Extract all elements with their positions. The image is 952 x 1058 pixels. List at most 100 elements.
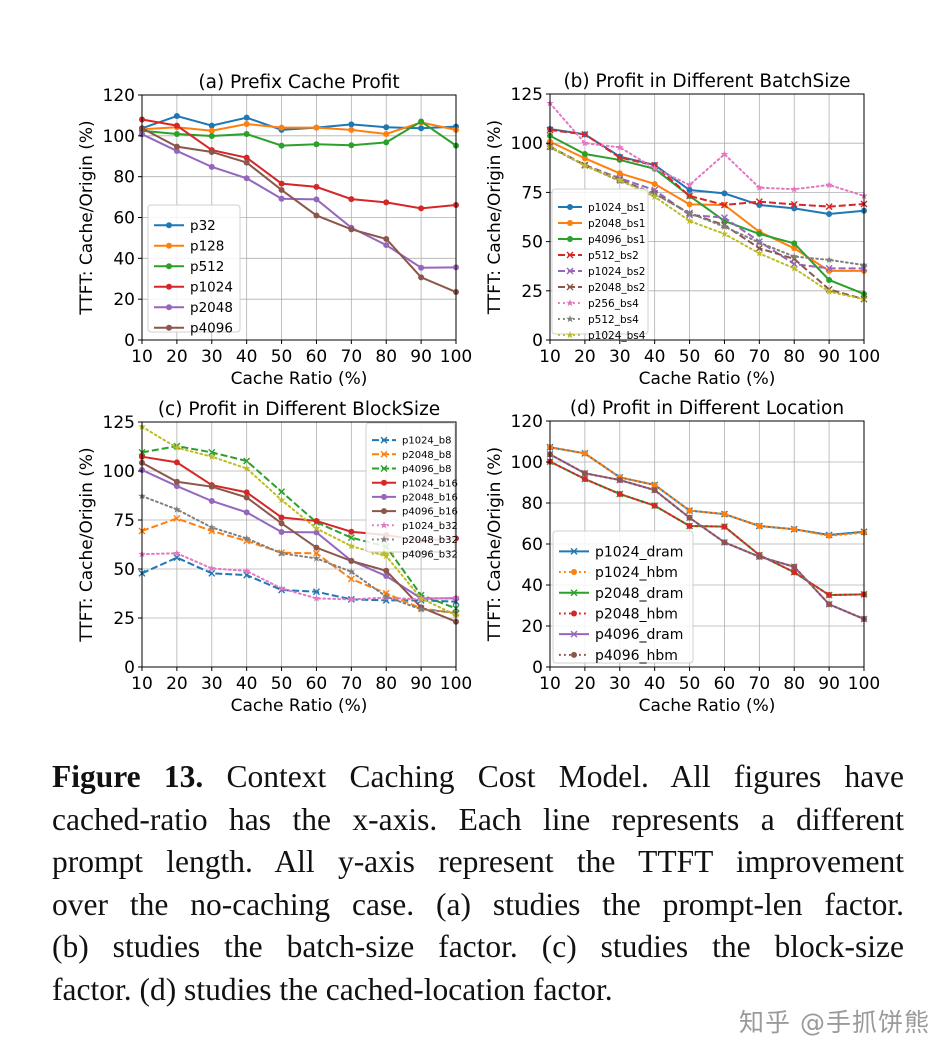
legend-entry: p1024_b16 [372, 478, 458, 489]
data-point [650, 192, 659, 200]
data-point [651, 481, 658, 488]
legend-label: p2048_dram [595, 586, 683, 602]
legend-label: p2048_b8 [402, 450, 452, 461]
y-tick-label: 80 [113, 168, 135, 188]
x-tick-label: 20 [574, 674, 596, 694]
data-point [173, 147, 180, 154]
legend: p32 p128 p512 p1024 p2048 p4096 [147, 204, 241, 337]
legend-marker [380, 465, 388, 472]
legend-marker [567, 220, 573, 226]
legend-entry: p1024_b32 [372, 521, 458, 532]
data-point [243, 159, 250, 166]
data-point [383, 199, 390, 206]
legend-marker [566, 299, 574, 307]
legend-entry: p2048_b16 [372, 493, 458, 504]
legend-entry: p4096_hbm [559, 648, 678, 664]
chart-title: (c) Profit in Different BlockSize [158, 399, 440, 420]
x-tick-label: 60 [306, 674, 328, 694]
data-point [243, 457, 251, 465]
data-point [312, 594, 321, 602]
data-point [756, 230, 763, 237]
x-tick-label: 50 [271, 347, 293, 367]
data-point [208, 497, 215, 504]
plot-frame [141, 421, 457, 668]
y-tick-label: 75 [521, 183, 543, 203]
legend-label: p32 [190, 218, 216, 234]
data-point [313, 529, 320, 536]
data-point [721, 523, 728, 530]
data-point [312, 588, 320, 596]
figure-caption: Figure 13. Context Caching Cost Model. A… [52, 756, 904, 1012]
data-point [383, 567, 390, 574]
series-line [549, 453, 865, 621]
data-point [243, 154, 250, 161]
legend-entry: p1024_b8 [372, 436, 452, 447]
y-tick-label: 50 [521, 233, 543, 253]
x-tick-label: 30 [201, 674, 223, 694]
data-point [208, 133, 215, 140]
legend-marker [566, 251, 574, 259]
series-p1024_hbm [547, 444, 867, 539]
data-point [826, 276, 833, 283]
data-point [242, 567, 251, 575]
legend-label: p4096 [190, 321, 233, 337]
data-point [685, 209, 694, 217]
data-point [312, 549, 320, 557]
chart-title: (b) Profit in Different BatchSize [563, 71, 850, 92]
data-point [243, 489, 250, 496]
legend-entry: p4096_b32 [372, 549, 458, 560]
x-tick-label: 40 [644, 347, 666, 367]
x-tick-label: 50 [271, 674, 293, 694]
data-point [826, 211, 833, 218]
x-axis-label: Cache Ratio (%) [639, 696, 776, 716]
data-point [208, 564, 216, 572]
chart-d: 10 20 30 40 50 60 70 80 90 100 0 20 40 60 80 100 120 (d) … [485, 398, 880, 716]
data-point [173, 130, 180, 137]
y-tick-label: 125 [511, 85, 543, 105]
x-tick-label: 90 [410, 674, 432, 694]
legend-marker [571, 569, 577, 576]
data-point [173, 483, 180, 490]
data-point [650, 164, 659, 172]
data-point [173, 143, 180, 150]
data-point [208, 452, 216, 460]
legend-label: p1024_b16 [402, 478, 458, 489]
data-point [755, 183, 764, 191]
series-line [141, 121, 457, 136]
legend-marker [166, 283, 172, 290]
data-point [243, 120, 250, 127]
legend-marker [381, 508, 387, 515]
legend-entry: p2048_bs2 [558, 282, 645, 294]
data-point [616, 490, 623, 497]
legend-entry: p128 [154, 239, 224, 255]
legend-label: p2048_b16 [402, 493, 458, 504]
legend-marker [166, 324, 172, 331]
series-line [141, 461, 457, 623]
chart-title: (a) Prefix Cache Profit [198, 72, 399, 93]
data-point [173, 478, 180, 485]
legend-marker [380, 521, 388, 529]
y-tick-label: 25 [113, 609, 135, 629]
data-point [651, 502, 658, 509]
legend-entry: p2048_bs1 [558, 218, 645, 230]
y-tick-label: 0 [124, 658, 135, 678]
data-point [278, 124, 285, 131]
data-point [173, 549, 181, 557]
chart-b: 10 20 30 40 50 60 70 80 90 100 0 25 50 75 100 125 (b) Pr… [485, 71, 880, 389]
data-point [720, 150, 729, 158]
legend-entry: p4096_b16 [372, 507, 458, 518]
data-point [756, 522, 763, 529]
legend-label: p1024_hbm [595, 565, 678, 581]
x-tick-label: 90 [818, 347, 840, 367]
data-point [825, 255, 833, 264]
data-point [791, 526, 798, 533]
data-point [348, 528, 355, 535]
legend-marker [566, 267, 574, 275]
x-tick-label: 90 [818, 674, 840, 694]
data-point [382, 592, 390, 600]
data-point [791, 245, 798, 252]
data-point [721, 511, 728, 518]
caption-text: Context Caching Cost Model. All figures … [203, 759, 905, 794]
x-tick-label: 40 [236, 347, 258, 367]
data-point [790, 200, 798, 208]
